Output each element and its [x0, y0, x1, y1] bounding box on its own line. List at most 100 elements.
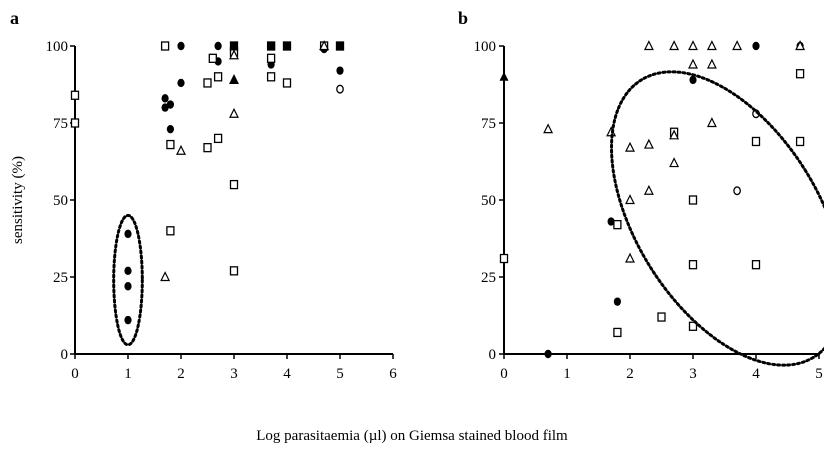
open-square-point — [613, 327, 622, 338]
open-square-point — [795, 69, 805, 79]
filled-circle-point — [124, 229, 132, 239]
filled-circle-point — [124, 315, 132, 325]
open-triangle-point — [319, 40, 330, 51]
open-circle-point — [733, 186, 741, 196]
y-tick-label: 75 — [481, 116, 496, 132]
open-square-point — [213, 72, 223, 82]
y-tick-label: 50 — [481, 193, 496, 209]
open-square-point — [166, 226, 175, 236]
y-tick-label: 50 — [53, 193, 68, 209]
open-square-point — [795, 136, 805, 147]
open-square-point — [203, 142, 212, 153]
open-triangle-point — [643, 138, 654, 149]
filled-triangle-point — [499, 71, 509, 81]
panel-b-chart: b 0 25 50 75 100 0 1 2 3 4 5 — [458, 8, 824, 382]
y-tick-label: 75 — [53, 116, 68, 132]
y-tick-label: 100 — [46, 39, 69, 55]
open-square-point — [282, 78, 292, 88]
open-square-point — [688, 260, 698, 270]
open-square-point — [203, 78, 212, 88]
x-tick-label: 5 — [336, 366, 344, 382]
filled-circle-point — [177, 41, 185, 51]
open-triangle-point — [795, 40, 806, 51]
y-tick-label: 100 — [474, 39, 497, 55]
filled-circle-point — [124, 266, 132, 276]
y-tick-label: 25 — [53, 270, 68, 286]
open-triangle-point — [160, 271, 171, 282]
open-triangle-point — [643, 40, 654, 51]
dotted-ellipse-annotation — [112, 213, 144, 347]
filled-square-point — [283, 41, 291, 51]
open-square-point — [229, 266, 239, 276]
open-square-point — [657, 312, 666, 322]
open-circle-point — [336, 84, 344, 94]
filled-triangle-point — [229, 74, 239, 84]
open-triangle-point — [688, 40, 698, 51]
open-triangle-point — [643, 184, 654, 195]
x-tick-label: 0 — [71, 366, 79, 382]
filled-square-point — [336, 41, 344, 51]
open-square-point — [208, 53, 217, 63]
open-square-point — [751, 136, 761, 147]
open-triangle-point — [625, 141, 635, 152]
open-triangle-point — [669, 40, 680, 51]
filled-circle-point — [544, 349, 552, 359]
open-triangle-point — [229, 107, 239, 118]
filled-circle-point — [607, 217, 615, 226]
y-tick-label: 0 — [489, 347, 497, 363]
open-triangle-point — [706, 58, 717, 69]
filled-circle-point — [689, 75, 697, 85]
x-tick-label: 1 — [563, 366, 571, 382]
x-tick-label: 6 — [389, 366, 397, 382]
open-square-point — [229, 179, 239, 190]
open-square-point — [70, 90, 80, 100]
open-square-point — [266, 53, 276, 63]
open-triangle-point — [176, 144, 186, 155]
open-triangle-point — [669, 157, 680, 168]
open-square-point — [70, 118, 80, 128]
open-triangle-point — [706, 117, 717, 128]
open-square-point — [688, 195, 698, 205]
open-triangle-point — [688, 58, 698, 69]
x-tick-label: 5 — [815, 366, 823, 382]
filled-circle-point — [166, 124, 174, 134]
open-triangle-point — [625, 194, 635, 205]
open-square-point — [751, 260, 761, 270]
y-tick-label: 25 — [481, 270, 496, 286]
open-square-point — [688, 321, 698, 331]
open-square-point — [160, 41, 170, 51]
filled-circle-point — [613, 297, 622, 306]
open-triangle-point — [669, 129, 680, 140]
filled-circle-point — [124, 282, 132, 291]
open-square-point — [166, 139, 175, 150]
filled-circle-point — [336, 66, 344, 75]
panel-label: a — [10, 8, 19, 28]
open-triangle-point — [543, 123, 554, 134]
filled-circle-point — [177, 78, 185, 88]
open-triangle-point — [229, 49, 239, 60]
filled-circle-point — [161, 94, 169, 103]
filled-circle-point — [166, 100, 174, 109]
filled-square-point — [267, 41, 276, 51]
x-tick-label: 3 — [689, 366, 697, 382]
x-tick-label: 1 — [124, 366, 132, 382]
x-tick-label: 4 — [283, 366, 291, 382]
filled-circle-point — [752, 41, 760, 51]
open-square-point — [213, 133, 223, 144]
filled-square-point — [230, 41, 238, 51]
x-tick-label: 2 — [626, 366, 634, 382]
x-tick-label: 0 — [500, 366, 508, 382]
filled-circle-point — [214, 41, 222, 51]
x-axis-title: Log parasitaemia (µl) on Giemsa stained … — [256, 428, 568, 444]
x-tick-label: 2 — [177, 366, 185, 382]
y-axis-title: sensitivity (%) — [10, 156, 26, 244]
y-tick-label: 0 — [61, 347, 69, 363]
open-square-point — [499, 253, 509, 264]
open-triangle-point — [706, 40, 717, 51]
open-triangle-point — [625, 252, 635, 263]
open-square-point — [613, 219, 622, 230]
open-square-point — [266, 72, 276, 82]
panel-a-chart: a 0 25 50 75 100 0 1 2 3 4 5 6 sensitivity (%) — [10, 8, 397, 382]
x-tick-label: 4 — [752, 366, 760, 382]
